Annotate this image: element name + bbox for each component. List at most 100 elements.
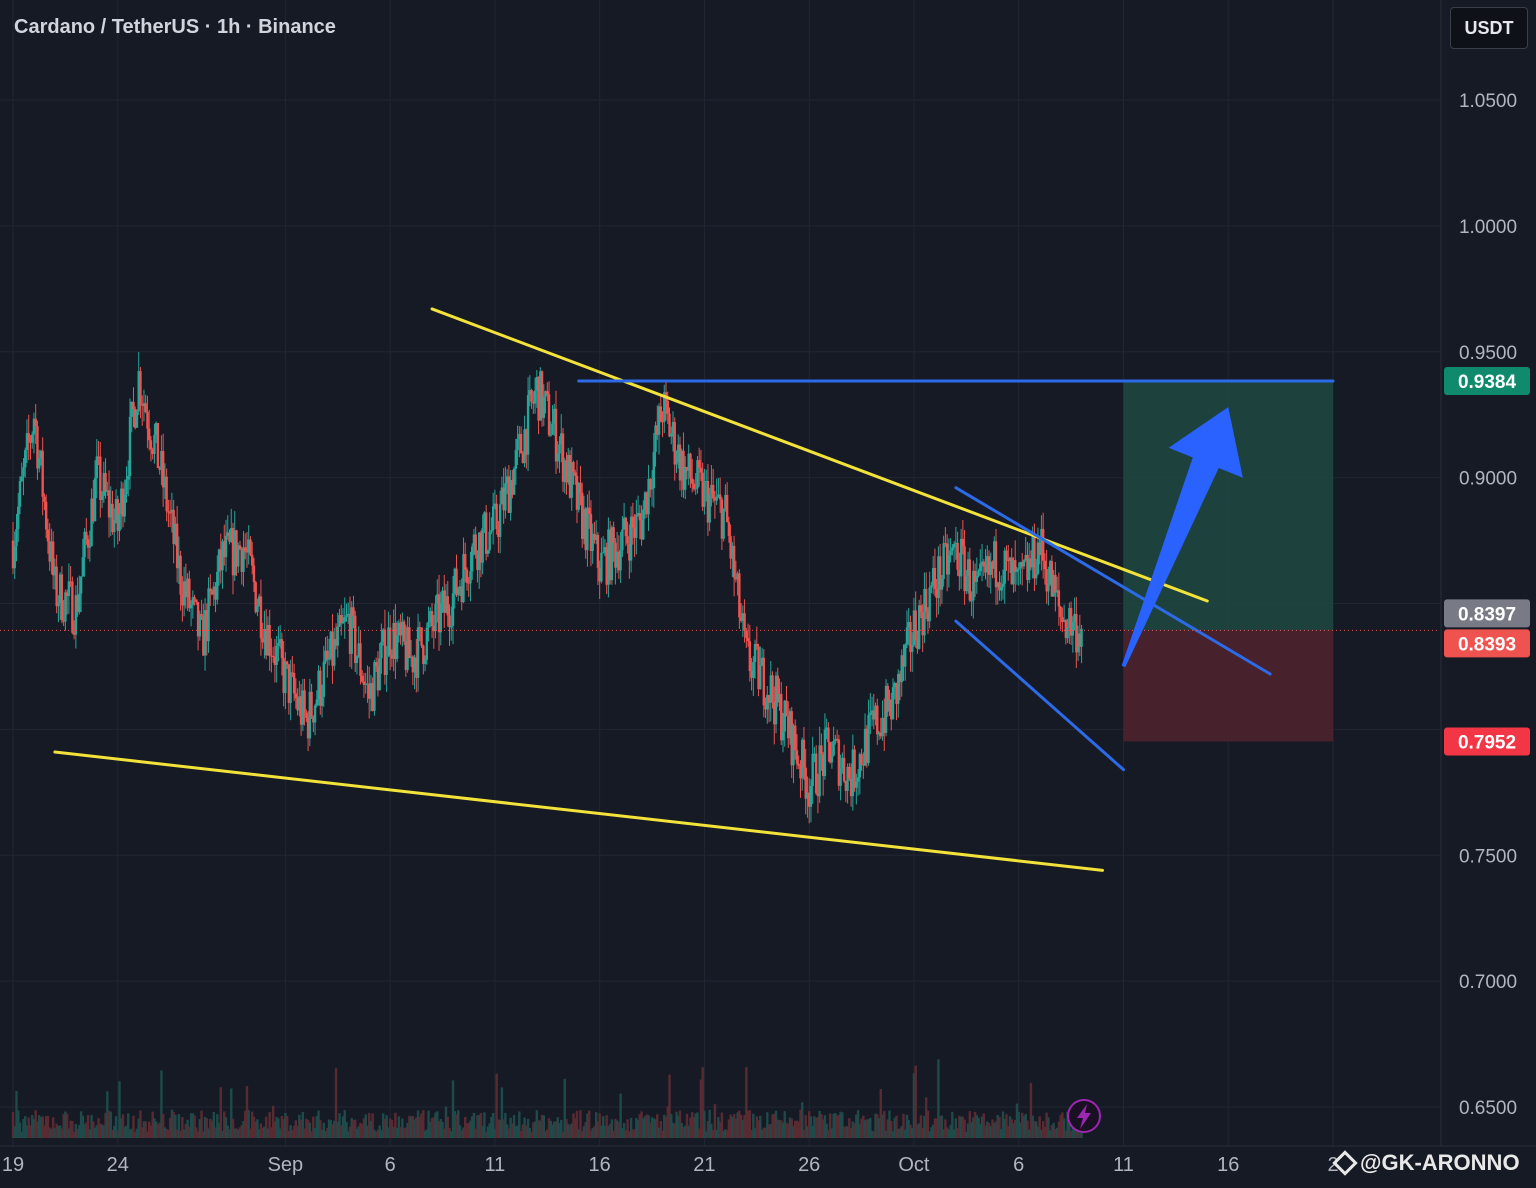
volume-bar — [182, 1129, 186, 1138]
candle-body — [383, 629, 387, 675]
price-tick-label: 0.9500 — [1459, 343, 1517, 364]
volume-bar — [684, 1125, 687, 1138]
volume-bar — [303, 1128, 306, 1138]
volume-bar — [809, 1116, 813, 1138]
candle-body — [828, 742, 832, 763]
volume-bar — [862, 1115, 865, 1138]
volume-bar — [369, 1120, 373, 1138]
candle-body — [855, 781, 858, 788]
candle-body — [374, 662, 378, 667]
candle-body — [977, 571, 980, 576]
candle-body — [20, 476, 23, 482]
volume-bar — [832, 1113, 835, 1138]
candle-body — [345, 614, 348, 618]
volume-bar — [766, 1112, 769, 1138]
candle-body — [179, 555, 182, 595]
volume-bar — [565, 1119, 568, 1138]
time-tick-label: 2 — [1327, 1154, 1338, 1176]
candle-body — [17, 506, 20, 530]
volume-bar — [460, 1130, 463, 1138]
lightning-icon[interactable] — [1067, 1099, 1101, 1133]
volume-bar — [780, 1120, 783, 1138]
volume-bar — [1047, 1117, 1050, 1138]
candle-body — [586, 507, 589, 551]
trendline-drawings[interactable] — [0, 307, 1440, 872]
volume-bar — [596, 1121, 600, 1138]
candle-body — [142, 403, 146, 406]
volume-bar — [844, 1126, 848, 1138]
volume-bar — [654, 1119, 657, 1138]
volume-bar — [441, 1121, 444, 1138]
volume-bar — [973, 1112, 977, 1138]
volume-bar — [1026, 1120, 1029, 1138]
candle-body — [448, 615, 451, 628]
candle-body — [594, 534, 598, 541]
candle-body — [354, 615, 357, 664]
volume-bar — [699, 1079, 703, 1138]
candle-body — [385, 656, 388, 675]
candle-body — [654, 425, 657, 452]
candle-body — [298, 696, 301, 711]
volume-bar — [383, 1119, 387, 1138]
candle-body — [795, 750, 799, 764]
candle-body — [92, 498, 95, 522]
volume-bar — [380, 1130, 383, 1138]
volume-bar — [877, 1118, 881, 1138]
volume-bar — [582, 1126, 586, 1138]
candle-body — [1045, 568, 1048, 592]
currency-button[interactable]: USDT — [1450, 7, 1528, 49]
volume-bar — [888, 1110, 891, 1138]
volume-bar — [540, 1114, 544, 1138]
candle-body — [1057, 590, 1061, 607]
volume-bar — [872, 1131, 875, 1138]
candle-body — [996, 582, 999, 588]
volume-bar — [359, 1122, 362, 1138]
volume-bar — [308, 1122, 312, 1138]
volume-bar — [694, 1113, 697, 1138]
candle-body — [890, 699, 893, 720]
candle-body — [598, 567, 601, 582]
candle-body — [27, 433, 30, 442]
volume-bar — [591, 1128, 594, 1138]
volume-bar — [619, 1093, 622, 1138]
candle-body — [1019, 562, 1022, 569]
candle-body — [306, 717, 310, 739]
volume-bar — [736, 1112, 739, 1138]
volume-bar — [97, 1118, 100, 1138]
candle-body — [546, 391, 549, 395]
price-label-last-close — [1444, 599, 1530, 628]
volume-bar — [1045, 1112, 1048, 1138]
volume-bar — [217, 1122, 221, 1138]
candle-body — [502, 487, 505, 511]
volume-bar — [979, 1124, 982, 1138]
volume-bar — [394, 1112, 397, 1138]
volume-bar — [252, 1116, 256, 1138]
candle-body — [701, 472, 704, 507]
candle-body — [1036, 542, 1040, 574]
candle-body — [593, 533, 596, 541]
volume-bar — [622, 1123, 626, 1138]
volume-bar — [139, 1110, 142, 1138]
candle-body — [848, 766, 851, 779]
volume-bar — [31, 1115, 34, 1138]
candle-body — [636, 513, 640, 515]
candle-body — [692, 483, 696, 490]
candle-body — [294, 693, 298, 699]
candle-body — [209, 588, 212, 592]
volume-bar — [277, 1118, 280, 1138]
candle-body — [533, 390, 537, 404]
candle-body — [394, 622, 397, 660]
volume-bar — [474, 1128, 477, 1138]
candle-body — [799, 765, 802, 779]
candle-body — [174, 523, 177, 544]
volume-bar — [184, 1124, 188, 1138]
candle-body — [895, 683, 898, 704]
volume-bar — [271, 1105, 275, 1138]
candle-body — [338, 615, 341, 627]
volume-bar — [245, 1086, 249, 1138]
candle-body — [1066, 628, 1069, 639]
candle-body — [425, 627, 429, 660]
volume-bar — [44, 1116, 48, 1138]
candle-body — [853, 749, 856, 788]
